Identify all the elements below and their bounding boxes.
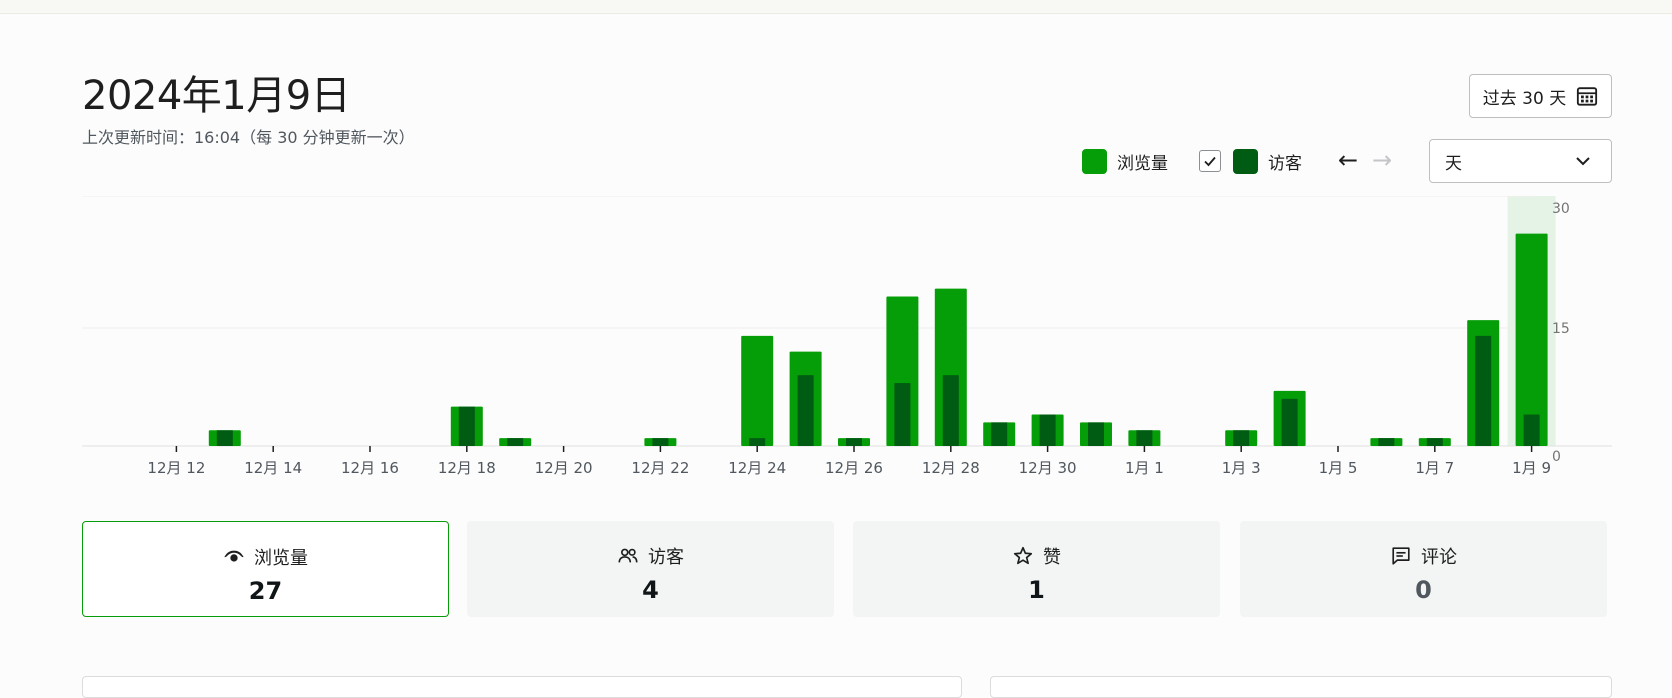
card-likes-label: 赞 [1043,547,1061,568]
bar-visitors [1281,398,1298,446]
page-title: 2024年1月9日 [82,73,351,119]
top-strip [0,0,1672,14]
calendar-icon [1577,87,1598,106]
bar-visitors [1523,414,1540,446]
arrow-left-icon: ← [1338,146,1359,174]
x-tick-label: 12月 20 [535,459,593,477]
bar-visitors [749,438,766,446]
x-tick-label: 12月 14 [244,459,302,477]
legend-visitors[interactable]: 访客 [1199,146,1302,176]
interval-select[interactable]: 天 [1429,139,1612,183]
x-tick-label: 12月 30 [1019,459,1077,477]
visitors-checkbox[interactable] [1199,150,1221,172]
bar-visitors [1039,414,1056,446]
bar-visitors [1426,438,1443,446]
arrow-right-icon: → [1372,146,1393,174]
bar-visitors [216,430,233,446]
bar-visitors [894,383,911,446]
last-updated-text: 上次更新时间：16:04（每 30 分钟更新一次） [82,128,415,147]
visitors-swatch [1233,148,1258,174]
card-comments[interactable]: 评论 0 [1240,521,1607,617]
x-tick-label: 1月 1 [1125,459,1164,477]
bar-visitors [942,375,959,446]
card-likes-value: 1 [1028,576,1045,604]
card-comments-value: 0 [1415,576,1432,604]
bar-visitors [1088,422,1104,446]
card-views-label: 浏览量 [254,548,308,569]
period-button[interactable]: 过去 30 天 [1469,74,1612,118]
card-views[interactable]: 浏览量 27 [82,521,449,617]
x-tick-label: 12月 12 [147,459,205,477]
bar-visitors [797,375,814,446]
comment-icon [1392,547,1410,565]
check-icon [1204,156,1216,167]
bar-visitors [1378,438,1395,446]
prev-period-button[interactable]: ← [1338,148,1358,172]
card-visitors[interactable]: 访客 4 [467,521,834,617]
bottom-panel-left [82,676,962,698]
card-visitors-label: 访客 [648,547,684,568]
y-tick-label: 15 [1552,321,1570,337]
views-swatch [1082,148,1107,174]
y-tick-label: 30 [1552,201,1570,217]
card-likes[interactable]: 赞 1 [853,521,1220,617]
next-period-button[interactable]: → [1372,148,1392,172]
x-tick-label: 12月 26 [825,459,883,477]
x-tick-label: 1月 5 [1319,459,1358,477]
x-tick-label: 12月 16 [341,459,399,477]
bar-views [1515,233,1548,446]
x-tick-label: 12月 22 [631,459,689,477]
bar-visitors [652,438,669,446]
bar-views [741,335,774,446]
star-icon [1013,546,1033,565]
x-tick-label: 12月 18 [438,459,496,477]
period-button-label: 过去 30 天 [1482,88,1567,109]
chevron-down-icon [1576,157,1590,166]
bar-visitors [507,438,524,446]
card-comments-label: 评论 [1421,547,1457,568]
y-tick-label: 0 [1552,449,1561,465]
x-tick-label: 1月 9 [1512,459,1551,477]
legend-visitors-label: 访客 [1268,153,1302,174]
legend-views: 浏览量 [1082,146,1168,176]
bar-visitors [1136,430,1153,446]
x-tick-label: 12月 24 [728,459,786,477]
bottom-panel-right [990,676,1612,698]
interval-select-value: 天 [1445,153,1462,174]
bar-visitors [991,422,1008,446]
card-views-value: 27 [248,577,283,605]
x-tick-label: 1月 7 [1415,459,1454,477]
people-icon [618,548,638,563]
x-tick-label: 12月 28 [922,459,980,477]
bar-visitors [1475,335,1492,446]
bar-visitors [1233,430,1250,446]
legend-views-label: 浏览量 [1117,153,1168,174]
x-tick-label: 1月 3 [1222,459,1261,477]
stats-chart: 0 15 30 12月 12 12月 14 12月 16 12月 18 12月 20 12月 2… [82,196,1612,477]
card-visitors-value: 4 [642,576,659,604]
bar-visitors [458,406,475,446]
eye-icon [224,550,244,562]
bar-visitors [846,438,862,446]
